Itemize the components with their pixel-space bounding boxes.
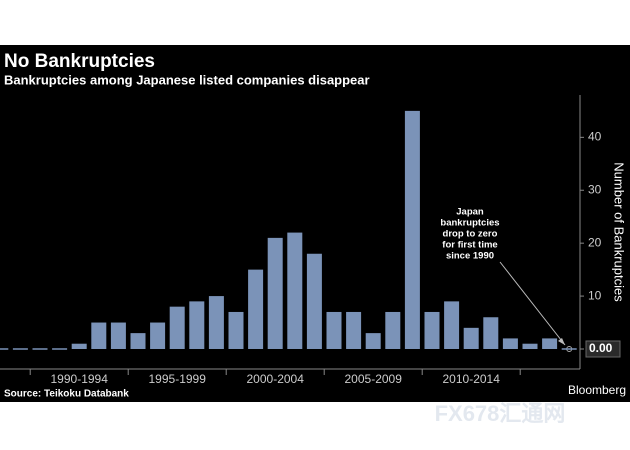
- y-axis-label: Number of Bankruptcies: [612, 162, 627, 302]
- y-tick-label: 20: [588, 235, 602, 249]
- x-tick-label: 2000-2004: [247, 372, 305, 386]
- annotation: drop to zero: [443, 229, 498, 240]
- bar: [91, 322, 107, 349]
- annotation: for first time: [442, 240, 497, 251]
- arrow-head: [558, 338, 565, 345]
- bar: [424, 311, 440, 349]
- bar: [404, 110, 420, 349]
- bar: [248, 269, 264, 349]
- bar: [346, 311, 362, 349]
- brand: Bloomberg: [568, 383, 626, 397]
- annotation: since 1990: [446, 251, 494, 262]
- bar: [189, 301, 205, 349]
- bar: [267, 237, 283, 349]
- x-tick-label: 1995-1999: [149, 372, 207, 386]
- bar: [169, 306, 185, 349]
- bar: [150, 322, 166, 349]
- bar: [502, 338, 518, 349]
- bar: [110, 322, 126, 349]
- bar: [208, 296, 224, 349]
- y-tick-label: 40: [588, 130, 602, 144]
- chart-subtitle: Bankruptcies among Japanese listed compa…: [4, 72, 370, 87]
- chart-title: No Bankruptcies: [4, 51, 155, 72]
- bar: [306, 253, 322, 349]
- annotation-arrow: [499, 261, 566, 346]
- y-tick-label: 30: [588, 182, 602, 196]
- watermark: FX678汇通网: [435, 401, 566, 426]
- bar: [444, 301, 460, 349]
- annotation: Japan: [456, 207, 484, 218]
- bar: [542, 338, 558, 349]
- bar: [483, 317, 499, 349]
- annotation: bankruptcies: [440, 218, 499, 229]
- bar: [71, 343, 87, 349]
- source: Source: Teikoku Databank: [4, 389, 129, 400]
- x-tick-label: 2005-2009: [345, 372, 403, 386]
- bar: [326, 311, 342, 349]
- current-value-box: [585, 340, 621, 358]
- bar: [522, 343, 538, 349]
- x-tick-label: 2010-2014: [443, 372, 501, 386]
- bar: [385, 311, 401, 349]
- bar: [463, 327, 479, 349]
- y-tick-label: 10: [588, 288, 602, 302]
- y-tick-label: 0.00: [589, 341, 613, 355]
- bar: [130, 333, 146, 349]
- bar: [365, 333, 381, 349]
- bar: [287, 232, 303, 349]
- bar: [228, 311, 244, 349]
- x-tick-label: 1990-1994: [51, 372, 109, 386]
